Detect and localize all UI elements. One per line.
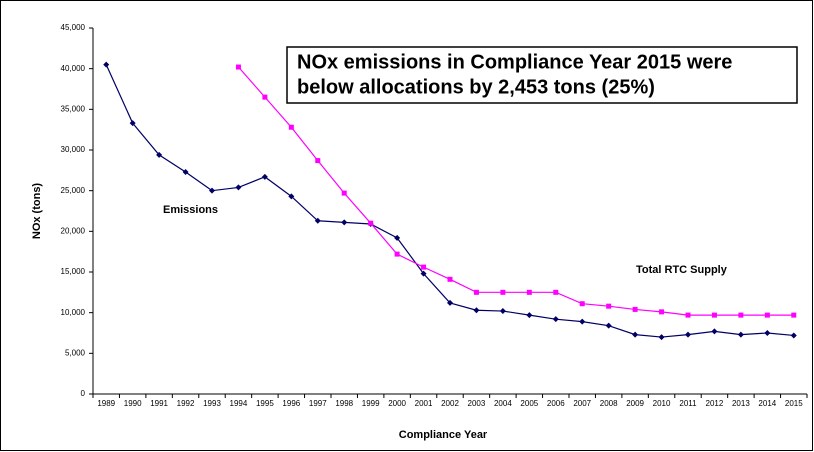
x-tick-label: 1996 bbox=[282, 399, 300, 408]
marker bbox=[553, 289, 559, 295]
x-tick-label: 1999 bbox=[362, 399, 380, 408]
x-tick-label: 1998 bbox=[335, 399, 353, 408]
marker bbox=[473, 289, 479, 295]
x-tick-label: 1992 bbox=[177, 399, 195, 408]
marker bbox=[738, 312, 744, 318]
x-tick-label: 2006 bbox=[547, 399, 565, 408]
marker bbox=[420, 270, 427, 277]
marker bbox=[447, 299, 453, 306]
x-tick-label: 1990 bbox=[124, 399, 142, 408]
y-tick-label: 0 bbox=[81, 389, 86, 398]
marker bbox=[579, 318, 586, 325]
marker bbox=[156, 151, 163, 158]
marker bbox=[209, 187, 215, 194]
marker bbox=[288, 124, 294, 130]
marker bbox=[288, 193, 295, 200]
marker bbox=[368, 220, 374, 226]
x-tick-label: 2011 bbox=[679, 399, 697, 408]
marker bbox=[711, 328, 718, 335]
x-tick-label: 2010 bbox=[653, 399, 671, 408]
annotation: below allocations by 2,453 tons (25%) bbox=[297, 76, 655, 98]
marker bbox=[659, 309, 665, 315]
marker bbox=[791, 312, 797, 318]
marker bbox=[473, 307, 480, 314]
marker bbox=[764, 330, 771, 336]
marker bbox=[685, 312, 691, 318]
marker bbox=[737, 331, 744, 338]
marker bbox=[632, 306, 638, 312]
marker bbox=[314, 217, 321, 224]
x-tick-label: 2003 bbox=[468, 399, 486, 408]
annotation-box bbox=[286, 46, 798, 104]
x-tick-label: 1997 bbox=[309, 399, 327, 408]
x-axis-title: Compliance Year bbox=[399, 429, 488, 441]
marker bbox=[711, 312, 717, 318]
marker bbox=[658, 334, 665, 341]
x-tick-label: 2013 bbox=[732, 399, 750, 408]
y-tick-label: 30,000 bbox=[61, 145, 86, 154]
marker bbox=[764, 312, 770, 318]
x-tick-label: 1994 bbox=[230, 399, 248, 408]
y-tick-label: 35,000 bbox=[61, 104, 86, 113]
marker bbox=[606, 303, 612, 309]
y-tick-label: 45,000 bbox=[61, 23, 86, 32]
x-tick-label: 2012 bbox=[706, 399, 724, 408]
marker bbox=[605, 322, 612, 329]
series-label: Total RTC Supply bbox=[636, 264, 728, 276]
y-tick-label: 10,000 bbox=[61, 308, 86, 317]
y-tick-label: 25,000 bbox=[61, 186, 86, 195]
marker bbox=[632, 331, 639, 338]
x-tick-label: 2002 bbox=[441, 399, 459, 408]
marker bbox=[526, 289, 532, 295]
marker bbox=[235, 184, 242, 191]
marker bbox=[315, 158, 321, 164]
marker bbox=[447, 276, 453, 282]
marker bbox=[552, 316, 559, 323]
marker bbox=[103, 61, 110, 68]
marker bbox=[394, 234, 401, 241]
y-tick-label: 40,000 bbox=[61, 64, 86, 73]
x-tick-label: 1995 bbox=[256, 399, 274, 408]
series-label: Emissions bbox=[163, 204, 218, 216]
marker bbox=[526, 312, 533, 319]
x-tick-label: 2008 bbox=[600, 399, 618, 408]
x-tick-label: 1993 bbox=[203, 399, 221, 408]
marker bbox=[182, 168, 189, 175]
marker bbox=[790, 332, 797, 339]
y-axis-title: NOx (tons) bbox=[31, 183, 43, 240]
y-tick-label: 20,000 bbox=[61, 226, 86, 235]
marker bbox=[261, 173, 268, 180]
x-tick-label: 2009 bbox=[626, 399, 644, 408]
marker bbox=[341, 190, 347, 196]
x-tick-label: 2004 bbox=[494, 399, 512, 408]
series-line bbox=[237, 66, 794, 316]
marker bbox=[394, 251, 400, 257]
marker bbox=[129, 120, 136, 127]
x-tick-label: 2005 bbox=[520, 399, 538, 408]
marker bbox=[579, 301, 585, 307]
x-tick-label: 1989 bbox=[97, 399, 115, 408]
x-tick-label: 2014 bbox=[758, 399, 776, 408]
marker bbox=[500, 289, 506, 295]
x-tick-label: 1991 bbox=[150, 399, 168, 408]
x-tick-label: 2001 bbox=[415, 399, 433, 408]
x-tick-label: 2000 bbox=[388, 399, 406, 408]
marker bbox=[262, 94, 268, 100]
marker bbox=[235, 64, 241, 70]
annotation: NOx emissions in Compliance Year 2015 we… bbox=[297, 51, 732, 73]
marker bbox=[341, 219, 348, 226]
y-tick-label: 15,000 bbox=[61, 267, 86, 276]
y-tick-label: 5,000 bbox=[65, 348, 86, 357]
marker bbox=[499, 308, 506, 315]
x-tick-label: 2015 bbox=[785, 399, 803, 408]
marker bbox=[685, 331, 691, 338]
marker bbox=[421, 264, 427, 270]
x-tick-label: 2007 bbox=[573, 399, 591, 408]
